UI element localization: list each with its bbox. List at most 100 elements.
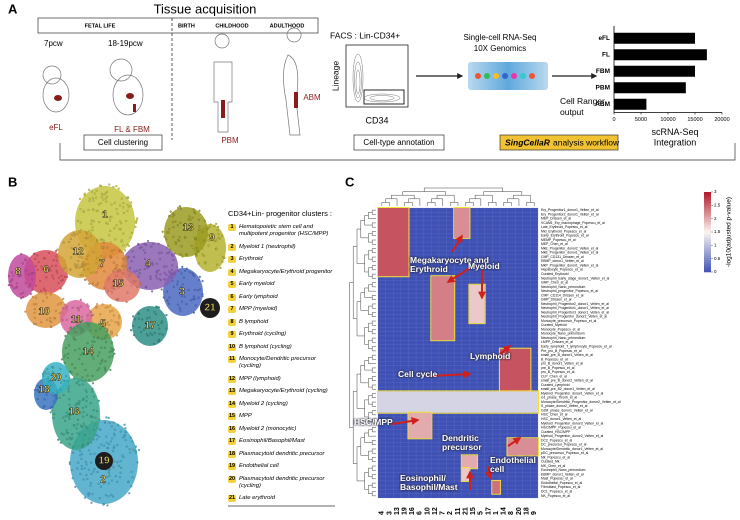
cell-point: [95, 262, 98, 265]
cell-point: [184, 269, 187, 272]
cell-point: [161, 333, 164, 336]
cell-point: [115, 264, 118, 267]
column-label: 9: [531, 511, 538, 515]
cell-point: [194, 237, 197, 240]
row-label: Myeloid_Progenitor_donor2_Velten_et_al: [541, 434, 603, 438]
cell-point: [79, 454, 82, 457]
cell-point: [113, 288, 116, 291]
column-label: 1: [493, 511, 500, 515]
cell-point: [115, 334, 119, 337]
cell-point: [192, 295, 196, 298]
cell-point: [203, 219, 206, 222]
cell-point: [174, 242, 177, 245]
cell-point: [211, 236, 214, 239]
cell-point: [119, 220, 122, 223]
workflow-line: [59, 143, 736, 161]
cell-point: [90, 472, 93, 476]
block-highlight: [491, 479, 501, 495]
cell-point: [85, 399, 88, 403]
cell-point: [126, 291, 129, 294]
cell-point: [86, 374, 89, 377]
y-tick-label: eFL: [598, 35, 610, 42]
cell-point: [84, 434, 87, 437]
cell-point: [105, 340, 108, 344]
cell-point: [61, 278, 64, 281]
cell-point: [124, 439, 127, 442]
cell-point: [159, 258, 162, 261]
cell-point: [20, 274, 23, 277]
cell-point: [110, 332, 113, 335]
cell-point: [135, 219, 138, 222]
cell-point: [98, 260, 102, 263]
cell-point: [71, 433, 74, 436]
annotation: Megakaryocyte and Erythroid: [410, 255, 489, 274]
cell-point: [86, 353, 89, 356]
cell-point: [126, 203, 129, 206]
cell-point: [96, 238, 99, 242]
cell-point: [118, 227, 121, 231]
cell-point: [74, 330, 77, 334]
cell-point: [106, 504, 109, 507]
legend-item: 3 Erythroid: [228, 256, 338, 263]
row-label: Myeloid_Progenitor_donor1_Velten_et_al: [541, 391, 603, 395]
cell-point: [95, 434, 99, 437]
cell-point: [157, 339, 160, 342]
cell-point: [221, 256, 225, 259]
cell-point: [177, 303, 180, 306]
cell-point: [97, 482, 100, 485]
sample-label: FL & FBM: [114, 125, 150, 134]
row-label: Monocyte_Popescu_et_al: [541, 327, 580, 331]
cell-point: [100, 192, 104, 195]
cell-point: [119, 250, 122, 253]
cell-point: [122, 436, 125, 439]
cell-point: [96, 369, 99, 372]
cell-point: [178, 236, 181, 239]
cell-point: [30, 272, 33, 275]
cell-point: [109, 368, 112, 372]
cell-point: [106, 447, 110, 450]
cell-point: [145, 264, 148, 267]
cluster-label: 14: [82, 347, 94, 358]
cell-point: [207, 244, 210, 247]
cell-point: [187, 288, 190, 292]
cell-point: [65, 429, 68, 432]
facs-title: FACS : Lin-CD34+: [330, 30, 400, 40]
cell-point: [17, 274, 20, 278]
colorbar-tick-label: 1: [714, 243, 717, 248]
row-label: pro_B_Popescu_et_al: [541, 370, 575, 374]
heatmap-block: [499, 348, 531, 392]
timepoint: 18-19pcw: [108, 39, 143, 48]
cell-point: [81, 274, 84, 277]
cell-point: [209, 223, 212, 226]
cell-point: [165, 252, 169, 255]
row-label: MEP_Drissen_et_al: [541, 217, 571, 221]
cell-point: [119, 282, 122, 285]
heatmap-block: [431, 276, 455, 341]
cell-point: [39, 280, 42, 283]
cell-point: [64, 415, 68, 418]
cell-point: [176, 224, 179, 227]
cell-point: [136, 217, 139, 220]
x-tick-label: 10000: [660, 117, 675, 123]
stage-label: FETAL LIFE: [85, 23, 116, 29]
cell-point: [171, 212, 174, 215]
cell-point: [57, 255, 60, 259]
cell-point: [102, 503, 105, 506]
cell-point: [88, 230, 91, 233]
cell-point: [96, 470, 99, 474]
cluster-label: 19: [98, 456, 110, 467]
cell-point: [42, 374, 45, 377]
timepoint: 7pcw: [44, 39, 63, 48]
row-label: Hepatocyte_Popescu_et_al: [541, 268, 583, 272]
cell-point: [112, 447, 115, 450]
cell-point: [142, 328, 145, 331]
cell-point: [100, 360, 103, 363]
cell-point: [130, 260, 133, 263]
cell-point: [77, 243, 81, 246]
cell-point: [95, 410, 99, 413]
legend-text: B lymphoid: [239, 318, 269, 325]
cell-point: [125, 445, 128, 448]
cell-point: [134, 449, 137, 452]
legend-badge: 6: [228, 293, 236, 301]
